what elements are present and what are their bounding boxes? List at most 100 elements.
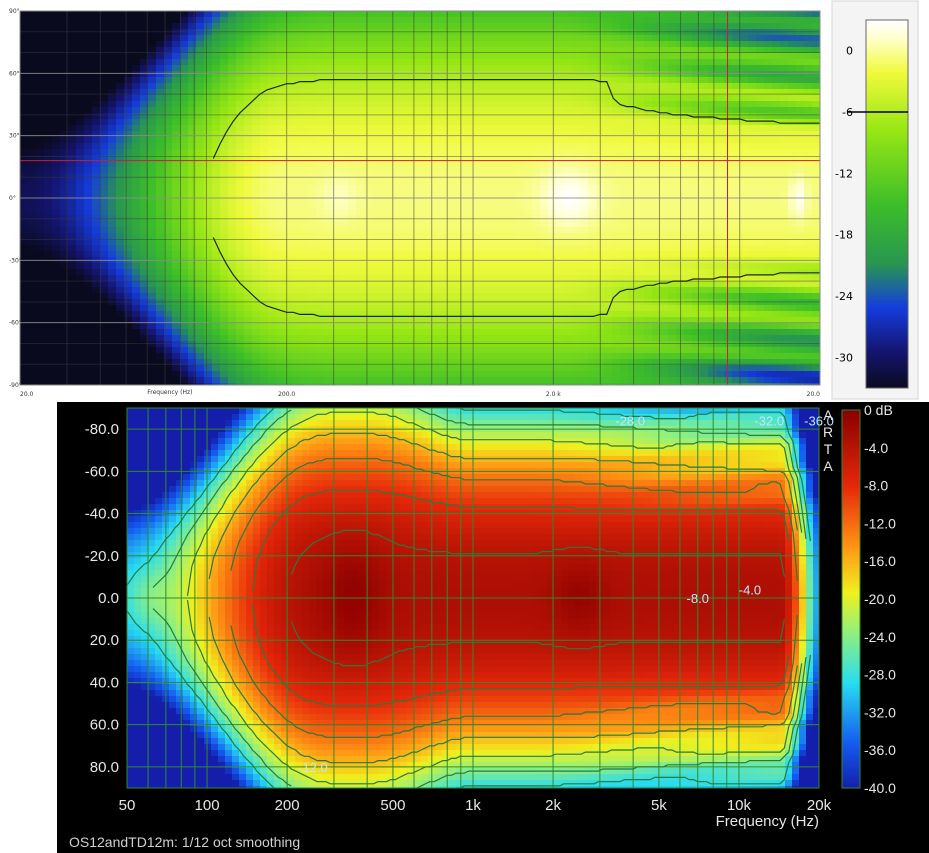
top-heatmap-cell bbox=[132, 17, 141, 24]
top-heatmap-cell bbox=[148, 335, 157, 342]
top-heatmap-cell bbox=[636, 65, 645, 72]
top-heatmap-cell bbox=[124, 155, 133, 162]
top-heatmap-cell bbox=[388, 335, 397, 342]
top-heatmap-cell bbox=[572, 239, 581, 246]
top-heatmap-cell bbox=[108, 125, 117, 132]
top-heatmap-cell bbox=[204, 263, 213, 270]
top-heatmap-cell bbox=[396, 359, 405, 366]
top-heatmap-cell bbox=[508, 185, 517, 192]
top-heatmap-cell bbox=[92, 101, 101, 108]
top-heatmap-cell bbox=[236, 197, 245, 204]
top-heatmap-cell bbox=[292, 107, 301, 114]
top-heatmap-cell bbox=[588, 17, 597, 24]
top-heatmap-cell bbox=[164, 149, 173, 156]
top-heatmap-cell bbox=[372, 197, 381, 204]
top-heatmap-cell bbox=[300, 125, 309, 132]
top-heatmap-cell bbox=[332, 281, 341, 288]
top-heatmap-cell bbox=[404, 263, 413, 270]
top-heatmap-cell bbox=[468, 131, 477, 138]
top-heatmap-cell bbox=[444, 167, 453, 174]
top-heatmap-cell bbox=[132, 245, 141, 252]
top-heatmap-cell bbox=[516, 341, 525, 348]
top-heatmap-cell bbox=[636, 89, 645, 96]
top-heatmap-cell bbox=[508, 29, 517, 36]
top-heatmap-cell bbox=[620, 89, 629, 96]
top-heatmap-cell bbox=[364, 137, 373, 144]
top-heatmap-cell bbox=[484, 377, 493, 384]
top-heatmap-cell bbox=[188, 335, 197, 342]
top-heatmap-cell bbox=[348, 29, 357, 36]
top-heatmap-cell bbox=[476, 299, 485, 306]
top-heatmap-cell bbox=[380, 83, 389, 90]
top-heatmap-cell bbox=[260, 251, 269, 258]
top-heatmap-cell bbox=[492, 221, 501, 228]
top-heatmap-cell bbox=[148, 359, 157, 366]
top-heatmap-cell bbox=[500, 107, 509, 114]
top-heatmap-cell bbox=[92, 161, 101, 168]
top-heatmap-cell bbox=[172, 341, 181, 348]
top-heatmap-cell bbox=[52, 335, 61, 342]
top-heatmap-cell bbox=[636, 137, 645, 144]
top-heatmap-cell bbox=[308, 35, 317, 42]
top-heatmap-cell bbox=[356, 377, 365, 384]
top-heatmap-cell bbox=[268, 125, 277, 132]
top-heatmap-cell bbox=[468, 179, 477, 186]
top-heatmap-cell bbox=[244, 35, 253, 42]
top-heatmap-cell bbox=[348, 149, 357, 156]
top-heatmap-cell bbox=[564, 173, 573, 180]
top-heatmap-cell bbox=[156, 227, 165, 234]
top-heatmap-cell bbox=[60, 179, 69, 186]
top-heatmap-cell bbox=[92, 185, 101, 192]
top-heatmap-cell bbox=[20, 323, 29, 330]
top-heatmap-cell bbox=[628, 71, 637, 78]
top-heatmap-cell bbox=[612, 71, 621, 78]
top-heatmap-cell bbox=[196, 365, 205, 372]
top-heatmap-cell bbox=[572, 341, 581, 348]
top-heatmap-cell bbox=[100, 239, 109, 246]
top-heatmap-cell bbox=[188, 185, 197, 192]
top-heatmap-cell bbox=[220, 161, 229, 168]
top-heatmap-cell bbox=[652, 95, 661, 102]
top-heatmap-cell bbox=[252, 41, 261, 48]
top-heatmap-cell bbox=[316, 65, 325, 72]
top-heatmap-cell bbox=[532, 281, 541, 288]
top-heatmap-cell bbox=[396, 353, 405, 360]
top-heatmap-cell bbox=[252, 311, 261, 318]
top-heatmap-cell bbox=[220, 281, 229, 288]
top-heatmap-cell bbox=[540, 329, 549, 336]
top-heatmap-cell bbox=[300, 53, 309, 60]
top-heatmap-cell bbox=[84, 365, 93, 372]
top-heatmap-cell bbox=[100, 125, 109, 132]
top-heatmap-cell bbox=[460, 125, 469, 132]
top-heatmap-cell bbox=[620, 359, 629, 366]
top-heatmap-cell bbox=[524, 137, 533, 144]
top-heatmap-cell bbox=[196, 125, 205, 132]
top-heatmap-cell bbox=[36, 305, 45, 312]
top-heatmap-cell bbox=[276, 47, 285, 54]
top-heatmap-cell bbox=[44, 143, 53, 150]
top-heatmap-cell bbox=[460, 263, 469, 270]
top-heatmap-cell bbox=[156, 167, 165, 174]
top-heatmap-cell bbox=[260, 341, 269, 348]
top-heatmap-cell bbox=[412, 47, 421, 54]
top-heatmap-cell bbox=[172, 215, 181, 222]
top-heatmap-cell bbox=[388, 347, 397, 354]
top-heatmap-cell bbox=[452, 203, 461, 210]
top-heatmap-cell bbox=[460, 215, 469, 222]
top-heatmap-cell bbox=[124, 233, 133, 240]
top-heatmap-cell bbox=[372, 335, 381, 342]
top-heatmap-cell bbox=[260, 149, 269, 156]
top-heatmap-cell bbox=[476, 155, 485, 162]
top-heatmap-cell bbox=[532, 215, 541, 222]
top-heatmap-cell bbox=[564, 221, 573, 228]
top-heatmap-cell bbox=[148, 227, 157, 234]
top-heatmap-cell bbox=[388, 221, 397, 228]
top-heatmap-cell bbox=[452, 107, 461, 114]
top-heatmap-cell bbox=[252, 215, 261, 222]
top-heatmap-cell bbox=[36, 23, 45, 30]
top-heatmap-cell bbox=[196, 11, 205, 18]
top-heatmap-cell bbox=[604, 365, 613, 372]
top-heatmap-cell bbox=[68, 41, 77, 48]
top-heatmap-cell bbox=[628, 281, 637, 288]
top-heatmap-cell bbox=[612, 329, 621, 336]
